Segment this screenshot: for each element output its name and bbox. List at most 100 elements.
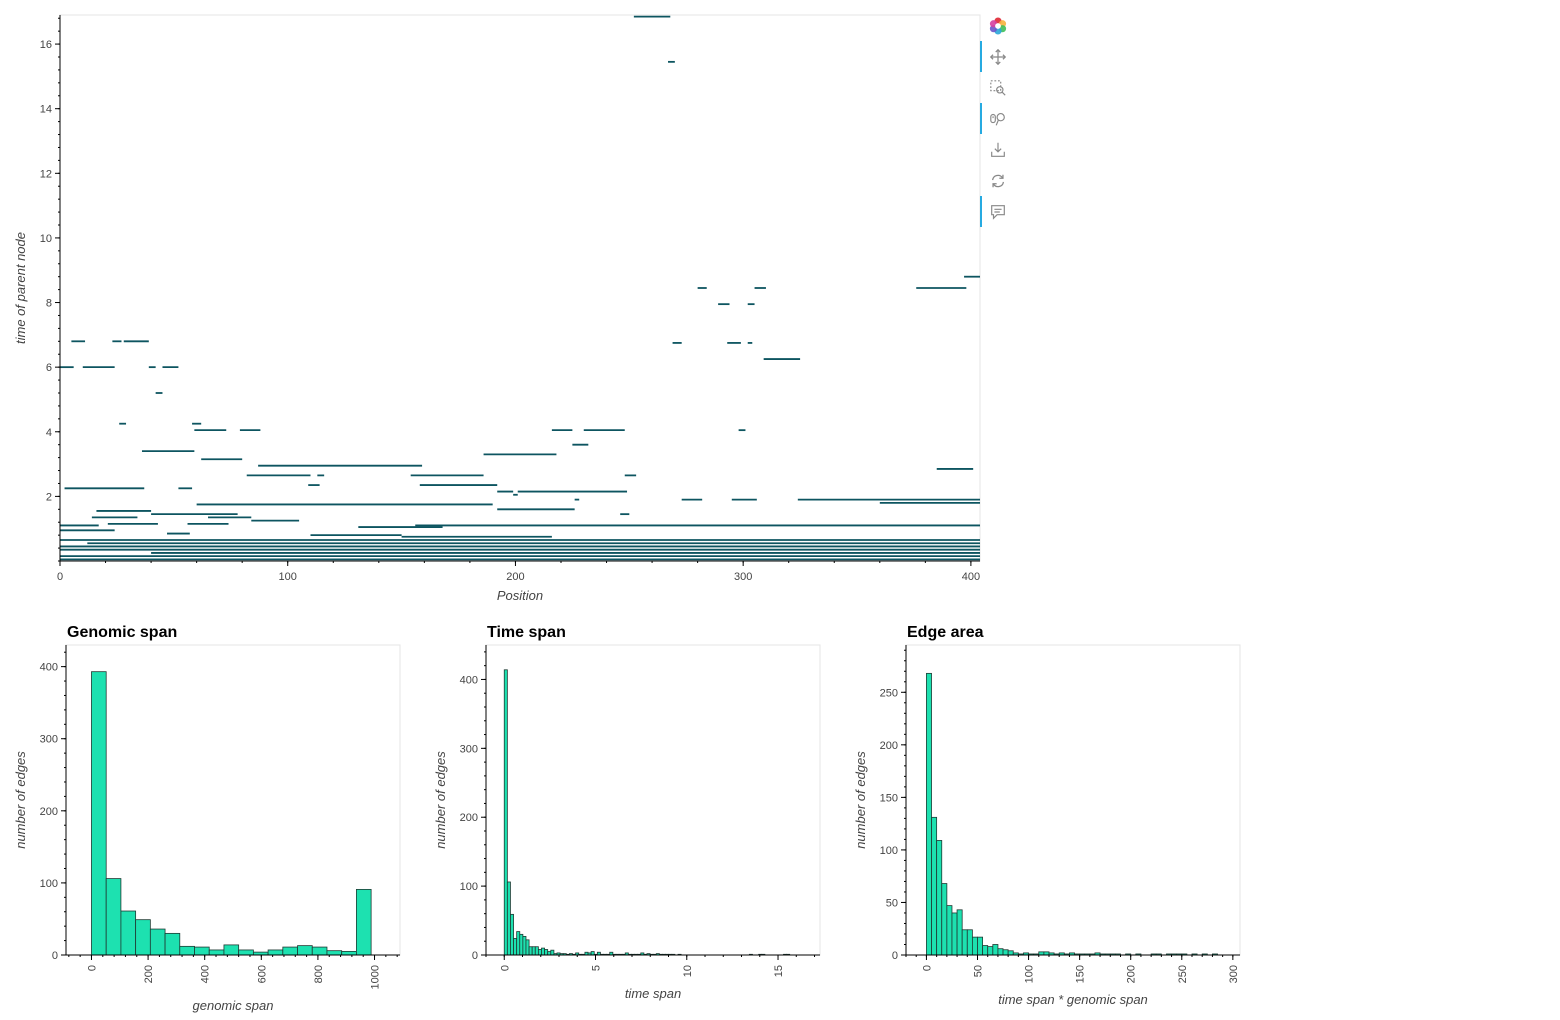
histogram-bar[interactable] xyxy=(1007,950,1014,956)
histogram-bar[interactable] xyxy=(547,951,552,956)
x-tick-label: 0 xyxy=(57,571,63,583)
y-tick-label: 14 xyxy=(40,104,52,116)
histogram-bar[interactable] xyxy=(1002,949,1009,956)
histogram-bar[interactable] xyxy=(510,913,514,956)
pan-tool[interactable] xyxy=(980,41,1016,72)
histogram-bar[interactable] xyxy=(926,672,932,956)
y-tick-label: 8 xyxy=(46,298,52,310)
histogram-bar[interactable] xyxy=(105,878,122,956)
y-axis-label: number of edges xyxy=(433,751,448,849)
reset-icon xyxy=(991,174,1005,187)
x-tick-label: 300 xyxy=(1228,965,1240,983)
histogram-bar[interactable] xyxy=(997,948,1004,956)
histogram-bar[interactable] xyxy=(164,932,181,956)
save-tool[interactable] xyxy=(980,134,1016,165)
x-tick-label: 800 xyxy=(313,965,325,983)
x-tick-label: 200 xyxy=(1126,965,1138,983)
histogram-bar[interactable] xyxy=(982,945,989,956)
plot-frame xyxy=(905,644,1241,956)
histogram-bar[interactable] xyxy=(513,938,518,956)
wheel-zoom-icon xyxy=(990,112,1005,126)
histogram-bar[interactable] xyxy=(977,936,984,956)
histogram-bar[interactable] xyxy=(525,939,530,956)
x-tick-label: 100 xyxy=(279,571,297,583)
histogram-bar[interactable] xyxy=(149,928,166,956)
y-axis-label: number of edges xyxy=(13,751,28,849)
histogram-bar[interactable] xyxy=(590,951,595,956)
y-tick-label: 200 xyxy=(40,806,58,818)
histogram-bar[interactable] xyxy=(550,949,555,956)
y-axis-label: number of edges xyxy=(853,751,868,849)
histogram-bar[interactable] xyxy=(987,946,994,956)
histogram-bar[interactable] xyxy=(956,909,963,956)
histogram-bar[interactable] xyxy=(541,947,545,956)
histogram-bar[interactable] xyxy=(311,946,328,956)
histogram-bar[interactable] xyxy=(516,931,521,956)
hover-tool[interactable] xyxy=(980,196,1016,227)
y-tick-label: 10 xyxy=(40,233,52,245)
histogram-bar[interactable] xyxy=(519,933,524,956)
histogram-bar[interactable] xyxy=(120,910,137,956)
y-tick-label: 200 xyxy=(880,740,898,752)
box-zoom-icon xyxy=(990,79,1006,96)
y-tick-label: 0 xyxy=(892,950,898,962)
histogram-bar[interactable] xyxy=(135,919,151,956)
y-tick-label: 16 xyxy=(40,39,52,51)
y-tick-label: 250 xyxy=(880,687,898,699)
histogram-bar[interactable] xyxy=(267,949,284,956)
histogram-bar[interactable] xyxy=(297,945,313,956)
histogram-bar[interactable] xyxy=(992,944,999,956)
x-axis-label: genomic span xyxy=(193,998,274,1013)
reset-tool[interactable] xyxy=(980,165,1016,196)
x-tick-label: 0 xyxy=(921,965,933,971)
histogram-bar[interactable] xyxy=(528,946,533,956)
y-tick-label: 0 xyxy=(52,950,58,962)
histogram-bar[interactable] xyxy=(946,905,953,956)
histogram-bar[interactable] xyxy=(326,950,343,956)
histogram-bar[interactable] xyxy=(931,816,938,956)
histogram-bar[interactable] xyxy=(506,881,511,956)
plot-frame xyxy=(485,644,821,956)
histogram-bar[interactable] xyxy=(522,936,527,956)
y-tick-label: 200 xyxy=(460,812,478,824)
histogram-bar[interactable] xyxy=(531,946,536,956)
histogram-bar[interactable] xyxy=(961,929,968,956)
histogram-bar[interactable] xyxy=(91,671,107,956)
histogram-bar[interactable] xyxy=(951,912,958,956)
histogram-bar[interactable] xyxy=(194,946,210,956)
histogram-bar[interactable] xyxy=(208,949,225,956)
bokeh-logo[interactable] xyxy=(980,10,1016,41)
histogram-bar[interactable] xyxy=(503,669,508,956)
genomic-span-histogram[interactable]: Genomic span 0 100 200 300 400 0 200 400 600 800 10… xyxy=(13,624,401,1013)
histogram-bar[interactable] xyxy=(179,945,195,956)
histogram-bar[interactable] xyxy=(534,946,539,956)
y-tick-label: 6 xyxy=(46,362,52,374)
y-tick-label: 100 xyxy=(460,881,478,893)
histogram-bar[interactable] xyxy=(341,950,357,956)
box-zoom-tool[interactable] xyxy=(980,72,1016,103)
wheel-zoom-tool[interactable] xyxy=(980,103,1016,134)
x-tick-label: 100 xyxy=(1024,965,1036,983)
x-tick-label: 400 xyxy=(200,965,212,983)
histogram-bar[interactable] xyxy=(238,949,254,956)
histogram-bar[interactable] xyxy=(971,936,978,956)
histogram-bar[interactable] xyxy=(966,929,973,956)
chart-title: Genomic span xyxy=(67,624,177,641)
histogram-bar[interactable] xyxy=(936,840,943,956)
y-tick-label: 100 xyxy=(40,878,58,890)
x-tick-label: 0 xyxy=(499,965,511,971)
histogram-bars xyxy=(503,669,791,956)
edge-area-histogram[interactable]: Edge area 0 50 100 150 200 250 0 50 100 150 200 250 3… xyxy=(853,624,1241,1007)
histogram-bar[interactable] xyxy=(356,888,372,956)
chart-title: Time span xyxy=(487,624,566,641)
x-tick-label: 200 xyxy=(143,965,155,983)
y-tick-label: 12 xyxy=(40,168,52,180)
edge-plot[interactable]: 2 4 6 8 10 12 14 16 0 100 200 300 400 Position time of… xyxy=(13,14,981,603)
histogram-bar[interactable] xyxy=(941,883,948,956)
pan-icon xyxy=(989,48,1007,65)
histogram-bar[interactable] xyxy=(282,946,298,956)
histogram-bar[interactable] xyxy=(544,949,549,956)
histogram-bar[interactable] xyxy=(223,944,240,956)
histogram-bar[interactable] xyxy=(537,949,542,956)
time-span-histogram[interactable]: Time span 0 100 200 300 400 0 5 10 15 time span num… xyxy=(433,624,821,1001)
